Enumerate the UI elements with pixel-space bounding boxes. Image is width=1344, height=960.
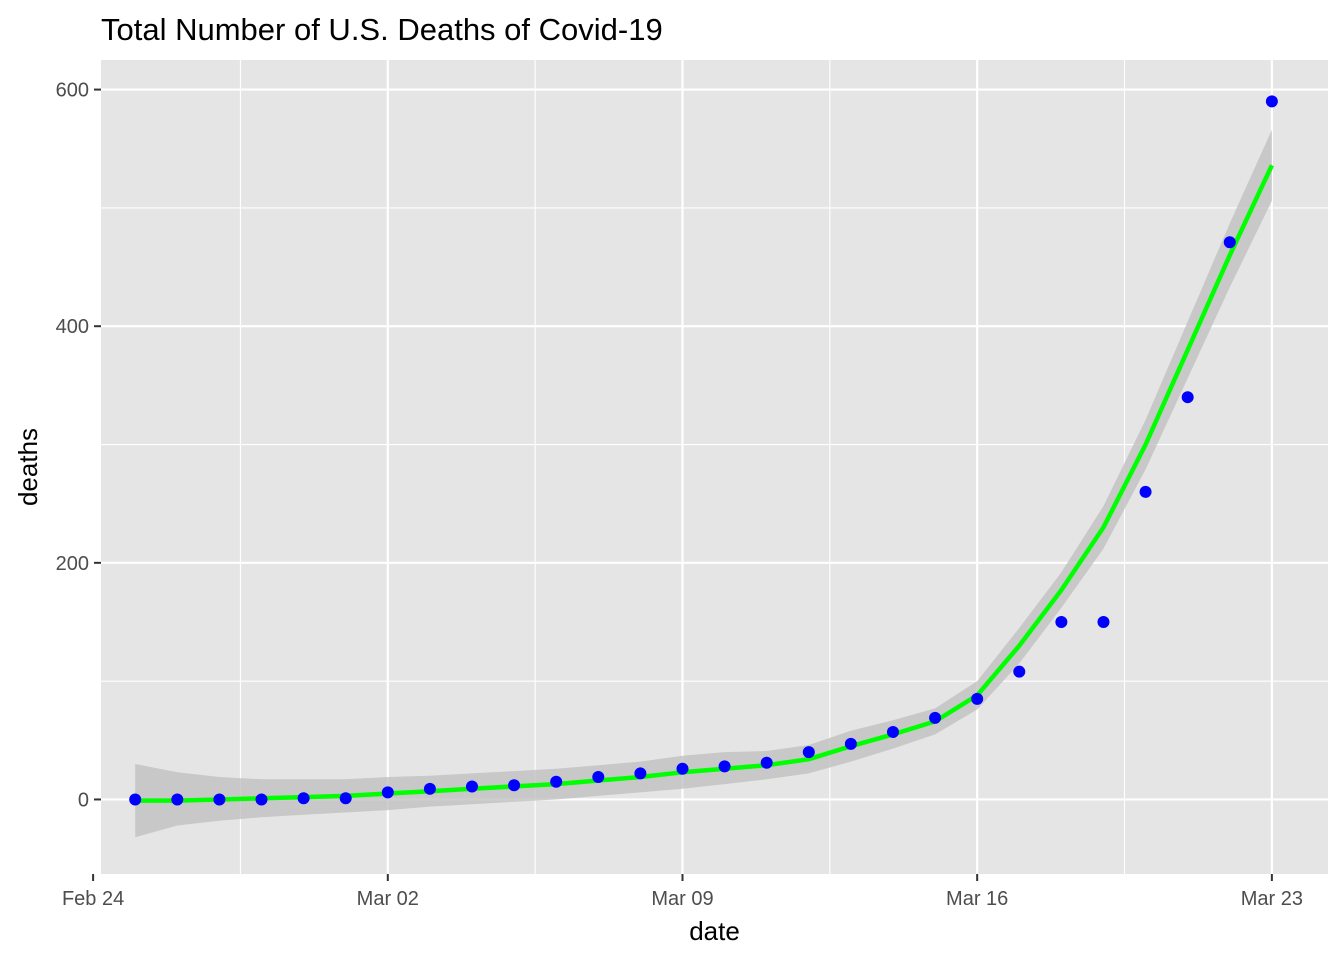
data-point (171, 793, 184, 806)
data-point (339, 792, 352, 805)
y-tick-label: 0 (78, 789, 89, 811)
data-point (971, 692, 984, 705)
data-point (1013, 665, 1026, 678)
y-tick-label: 200 (56, 553, 89, 575)
chart-title: Total Number of U.S. Deaths of Covid-19 (101, 12, 663, 47)
data-point (844, 737, 857, 750)
data-point (886, 726, 899, 739)
y-tick-label: 400 (56, 316, 89, 338)
smooth-trend-line (135, 164, 1274, 803)
x-axis: Feb 24 Mar 02 Mar 09 Mar 16 Mar 23 (62, 874, 1303, 910)
data-point (592, 770, 605, 783)
data-point (676, 762, 689, 775)
data-point (1139, 485, 1152, 498)
data-point (297, 792, 310, 805)
data-point (508, 779, 521, 792)
y-tick-label: 600 (56, 80, 89, 102)
data-point (465, 780, 478, 793)
x-axis-title: date (689, 916, 740, 946)
data-point (255, 793, 268, 806)
data-point (1097, 615, 1110, 628)
x-tick-label: Mar 09 (651, 888, 713, 910)
data-point (760, 756, 773, 769)
data-point (1055, 615, 1068, 628)
x-tick-label: Mar 23 (1241, 888, 1303, 910)
y-axis: 0 200 400 600 (56, 80, 101, 811)
y-axis-title: deaths (13, 428, 43, 506)
data-point (550, 775, 563, 788)
data-points (129, 95, 1278, 806)
x-tick-label: Feb 24 (62, 888, 124, 910)
data-point (802, 746, 815, 759)
data-point (423, 782, 436, 795)
minor-gridlines (101, 60, 1328, 874)
data-point (929, 711, 942, 724)
x-tick-label: Mar 02 (357, 888, 419, 910)
data-point (718, 760, 731, 773)
data-point (634, 767, 647, 780)
data-point (213, 793, 226, 806)
data-point (1265, 95, 1278, 108)
data-point (381, 786, 394, 799)
x-tick-label: Mar 16 (946, 888, 1008, 910)
data-point (1223, 236, 1236, 249)
major-gridlines (92, 60, 1328, 874)
data-point (129, 793, 142, 806)
data-point (1181, 391, 1194, 404)
